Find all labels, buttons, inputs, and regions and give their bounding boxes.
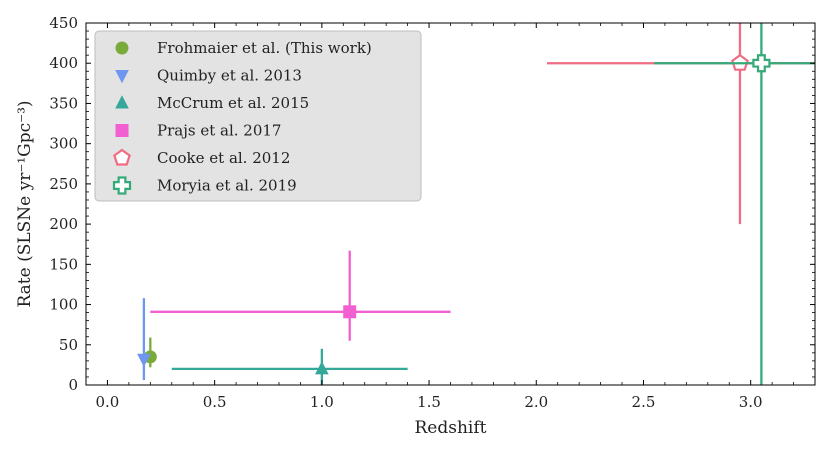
x-tick-label: 0.0 xyxy=(96,393,120,411)
y-axis-label: Rate (SLSNe yr⁻¹Gpc⁻³) xyxy=(15,100,35,307)
data-point xyxy=(137,353,151,368)
series-3 xyxy=(150,250,451,341)
x-axis-label: Redshift xyxy=(415,418,487,438)
y-tick-label: 400 xyxy=(49,54,78,72)
x-tick-label: 2.0 xyxy=(524,393,548,411)
x-tick-label: 1.5 xyxy=(417,393,441,411)
series-5 xyxy=(654,23,815,385)
y-tick-label: 250 xyxy=(49,175,78,193)
x-tick-label: 2.5 xyxy=(632,393,656,411)
data-point xyxy=(343,305,357,319)
data-point xyxy=(315,361,329,375)
legend-marker xyxy=(113,148,131,166)
y-tick-label: 50 xyxy=(59,336,78,354)
y-tick-label: 200 xyxy=(49,215,78,233)
legend-box xyxy=(94,30,422,202)
y-tick-label: 150 xyxy=(49,255,78,273)
legend-marker xyxy=(115,124,129,137)
series-1 xyxy=(137,298,151,381)
legend-label: McCrum et al. 2015 xyxy=(157,94,309,112)
legend-item: Quimby et al. 2013 xyxy=(115,67,302,85)
y-tick-label: 350 xyxy=(49,94,78,112)
legend-item: Frohmaier et al. (This work) xyxy=(115,39,372,57)
legend-marker xyxy=(115,95,129,109)
data-point xyxy=(752,54,771,73)
y-tick-label: 300 xyxy=(49,135,78,153)
legend-marker xyxy=(115,41,129,55)
legend-item: McCrum et al. 2015 xyxy=(115,94,309,112)
x-tick-label: 3.0 xyxy=(739,393,763,411)
series-4 xyxy=(546,23,815,225)
y-tick-label: 0 xyxy=(68,376,78,394)
data-series-group xyxy=(137,23,815,385)
legend-label: Frohmaier et al. (This work) xyxy=(157,39,372,57)
legend-marker xyxy=(112,176,132,195)
legend-label: Prajs et al. 2017 xyxy=(157,122,281,140)
legend-label: Quimby et al. 2013 xyxy=(157,67,302,85)
legend-item: Cooke et al. 2012 xyxy=(113,148,290,167)
legend-label: Cooke et al. 2012 xyxy=(157,149,290,167)
axis-ticks-group: 0.0 0.5 1.0 1.5 2.0 2.5 3.0 0 50 100 150 200 250 300 3… xyxy=(49,14,816,411)
y-tick-label: 450 xyxy=(49,14,78,32)
legend-marker xyxy=(115,69,129,84)
series-2 xyxy=(171,348,408,385)
y-tick-label: 100 xyxy=(49,296,78,314)
legend-item: Prajs et al. 2017 xyxy=(115,122,281,140)
x-tick-label: 0.5 xyxy=(203,393,227,411)
legend: Frohmaier et al. (This work) Quimby et al… xyxy=(94,30,422,202)
legend-label: Moryia et al. 2019 xyxy=(157,177,297,195)
legend-item: Moryia et al. 2019 xyxy=(112,176,297,195)
x-tick-label: 1.0 xyxy=(310,393,334,411)
